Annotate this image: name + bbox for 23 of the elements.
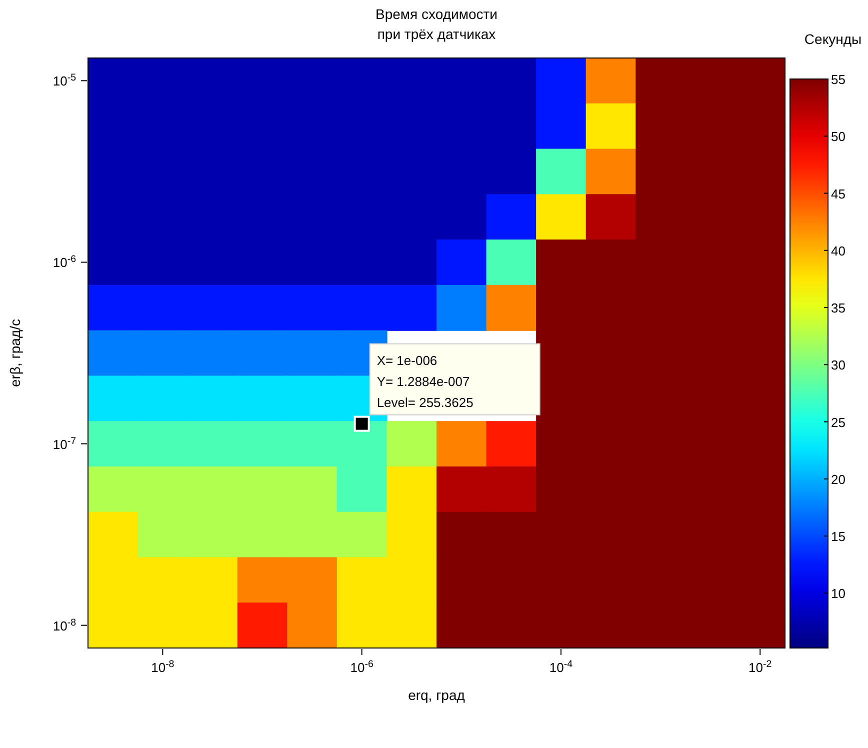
color-bar-label: 55 (831, 72, 846, 87)
x-tick-label: 10$^{-2}$ (748, 658, 772, 675)
color-bar-label: 50 (831, 129, 846, 144)
x-axis-title: erq, град (408, 687, 465, 703)
x-tick-label: 10$^{-4}$ (549, 658, 574, 675)
color-bar-label: 15 (831, 529, 846, 544)
y-tick-label: 10$^{-7}$ (52, 435, 76, 452)
y-tick-label: 10$^{-5}$ (52, 72, 77, 89)
chart-title: Время сходимости при трёх датчиках (374, 5, 498, 44)
color-bar-label: 45 (831, 186, 846, 202)
x-tick-label: 10$^{-8}$ (151, 658, 174, 675)
color-bar-label: 25 (831, 414, 846, 430)
color-bar-label: 40 (831, 243, 846, 258)
color-bar-label: 30 (831, 358, 846, 373)
color-bar-label: 35 (831, 300, 846, 316)
y-axis-title: erβ, град/с (7, 318, 23, 388)
color-bar-title: Секунды (804, 31, 862, 47)
color-bar-label: 20 (831, 472, 846, 487)
color-bar-label: 10 (831, 586, 846, 602)
y-tick-label: 10$^{-6}$ (52, 254, 76, 270)
annotation: X= 1e-006 Y= 1.2884e-007 Level= 255.3625 (376, 352, 474, 410)
x-tick-label: 10$^{-6}$ (350, 658, 374, 675)
y-tick-label: 10$^{-8}$ (52, 616, 76, 634)
